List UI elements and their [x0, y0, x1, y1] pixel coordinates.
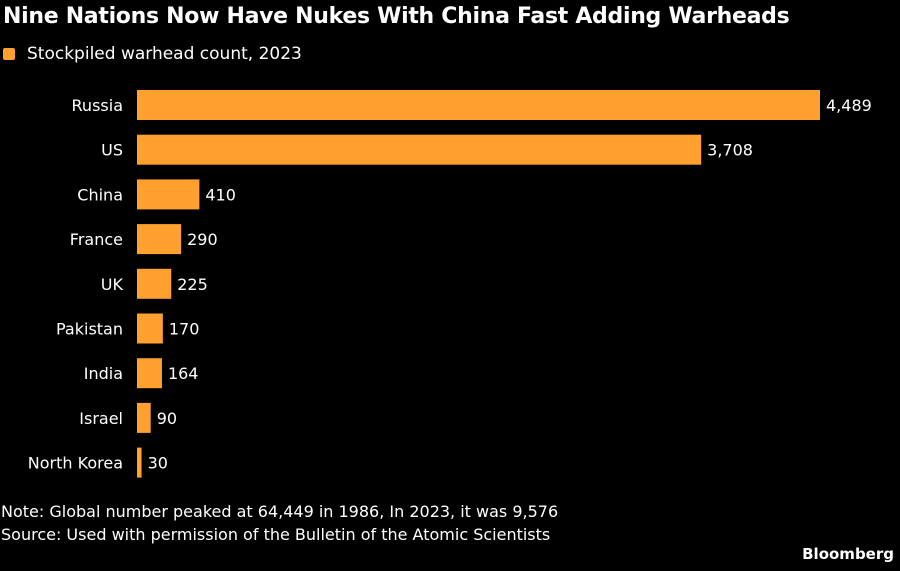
bar — [137, 358, 162, 389]
category-label: Pakistan — [56, 320, 123, 339]
category-label: India — [84, 364, 123, 383]
category-label: US — [101, 141, 123, 160]
bar — [137, 224, 182, 255]
source-text: Source: Used with permission of the Bull… — [1, 525, 551, 544]
value-label: 4,489 — [826, 96, 872, 115]
category-label: China — [77, 185, 123, 204]
value-label: 30 — [148, 454, 168, 473]
value-label: 290 — [187, 230, 218, 249]
value-label: 170 — [169, 320, 200, 339]
category-label: North Korea — [28, 454, 123, 473]
note-text: Note: Global number peaked at 64,449 in … — [1, 502, 559, 521]
category-label: Israel — [79, 409, 123, 428]
legend-label: Stockpiled warhead count, 2023 — [27, 44, 302, 64]
bloomberg-logo: Bloomberg — [802, 545, 894, 563]
category-label: UK — [101, 275, 124, 294]
legend: Stockpiled warhead count, 2023 — [3, 44, 302, 64]
bar — [137, 90, 820, 120]
legend-swatch — [3, 48, 15, 60]
value-label: 90 — [157, 409, 177, 428]
bar — [137, 179, 200, 210]
bar — [137, 447, 142, 478]
category-label: France — [70, 230, 123, 249]
bar — [137, 313, 163, 344]
bar — [137, 402, 151, 433]
value-label: 225 — [177, 275, 208, 294]
bar — [137, 268, 172, 299]
value-label: 410 — [205, 185, 236, 204]
value-label: 3,708 — [707, 141, 753, 160]
value-label: 164 — [168, 364, 199, 383]
footnote: Note: Global number peaked at 64,449 in … — [1, 500, 558, 546]
category-label: Russia — [72, 96, 123, 115]
bar — [137, 134, 702, 165]
chart-title: Nine Nations Now Have Nukes With China F… — [3, 4, 790, 29]
